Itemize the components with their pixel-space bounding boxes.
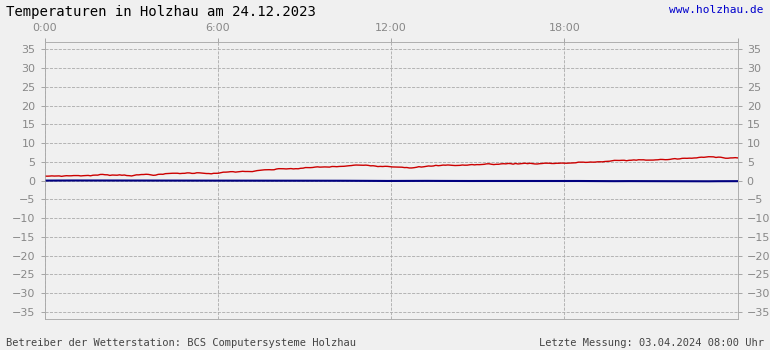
Text: Temperaturen in Holzhau am 24.12.2023: Temperaturen in Holzhau am 24.12.2023 — [6, 5, 316, 19]
Text: Letzte Messung: 03.04.2024 08:00 Uhr: Letzte Messung: 03.04.2024 08:00 Uhr — [539, 338, 764, 348]
Text: Betreiber der Wetterstation: BCS Computersysteme Holzhau: Betreiber der Wetterstation: BCS Compute… — [6, 338, 357, 348]
Text: www.holzhau.de: www.holzhau.de — [669, 5, 764, 15]
